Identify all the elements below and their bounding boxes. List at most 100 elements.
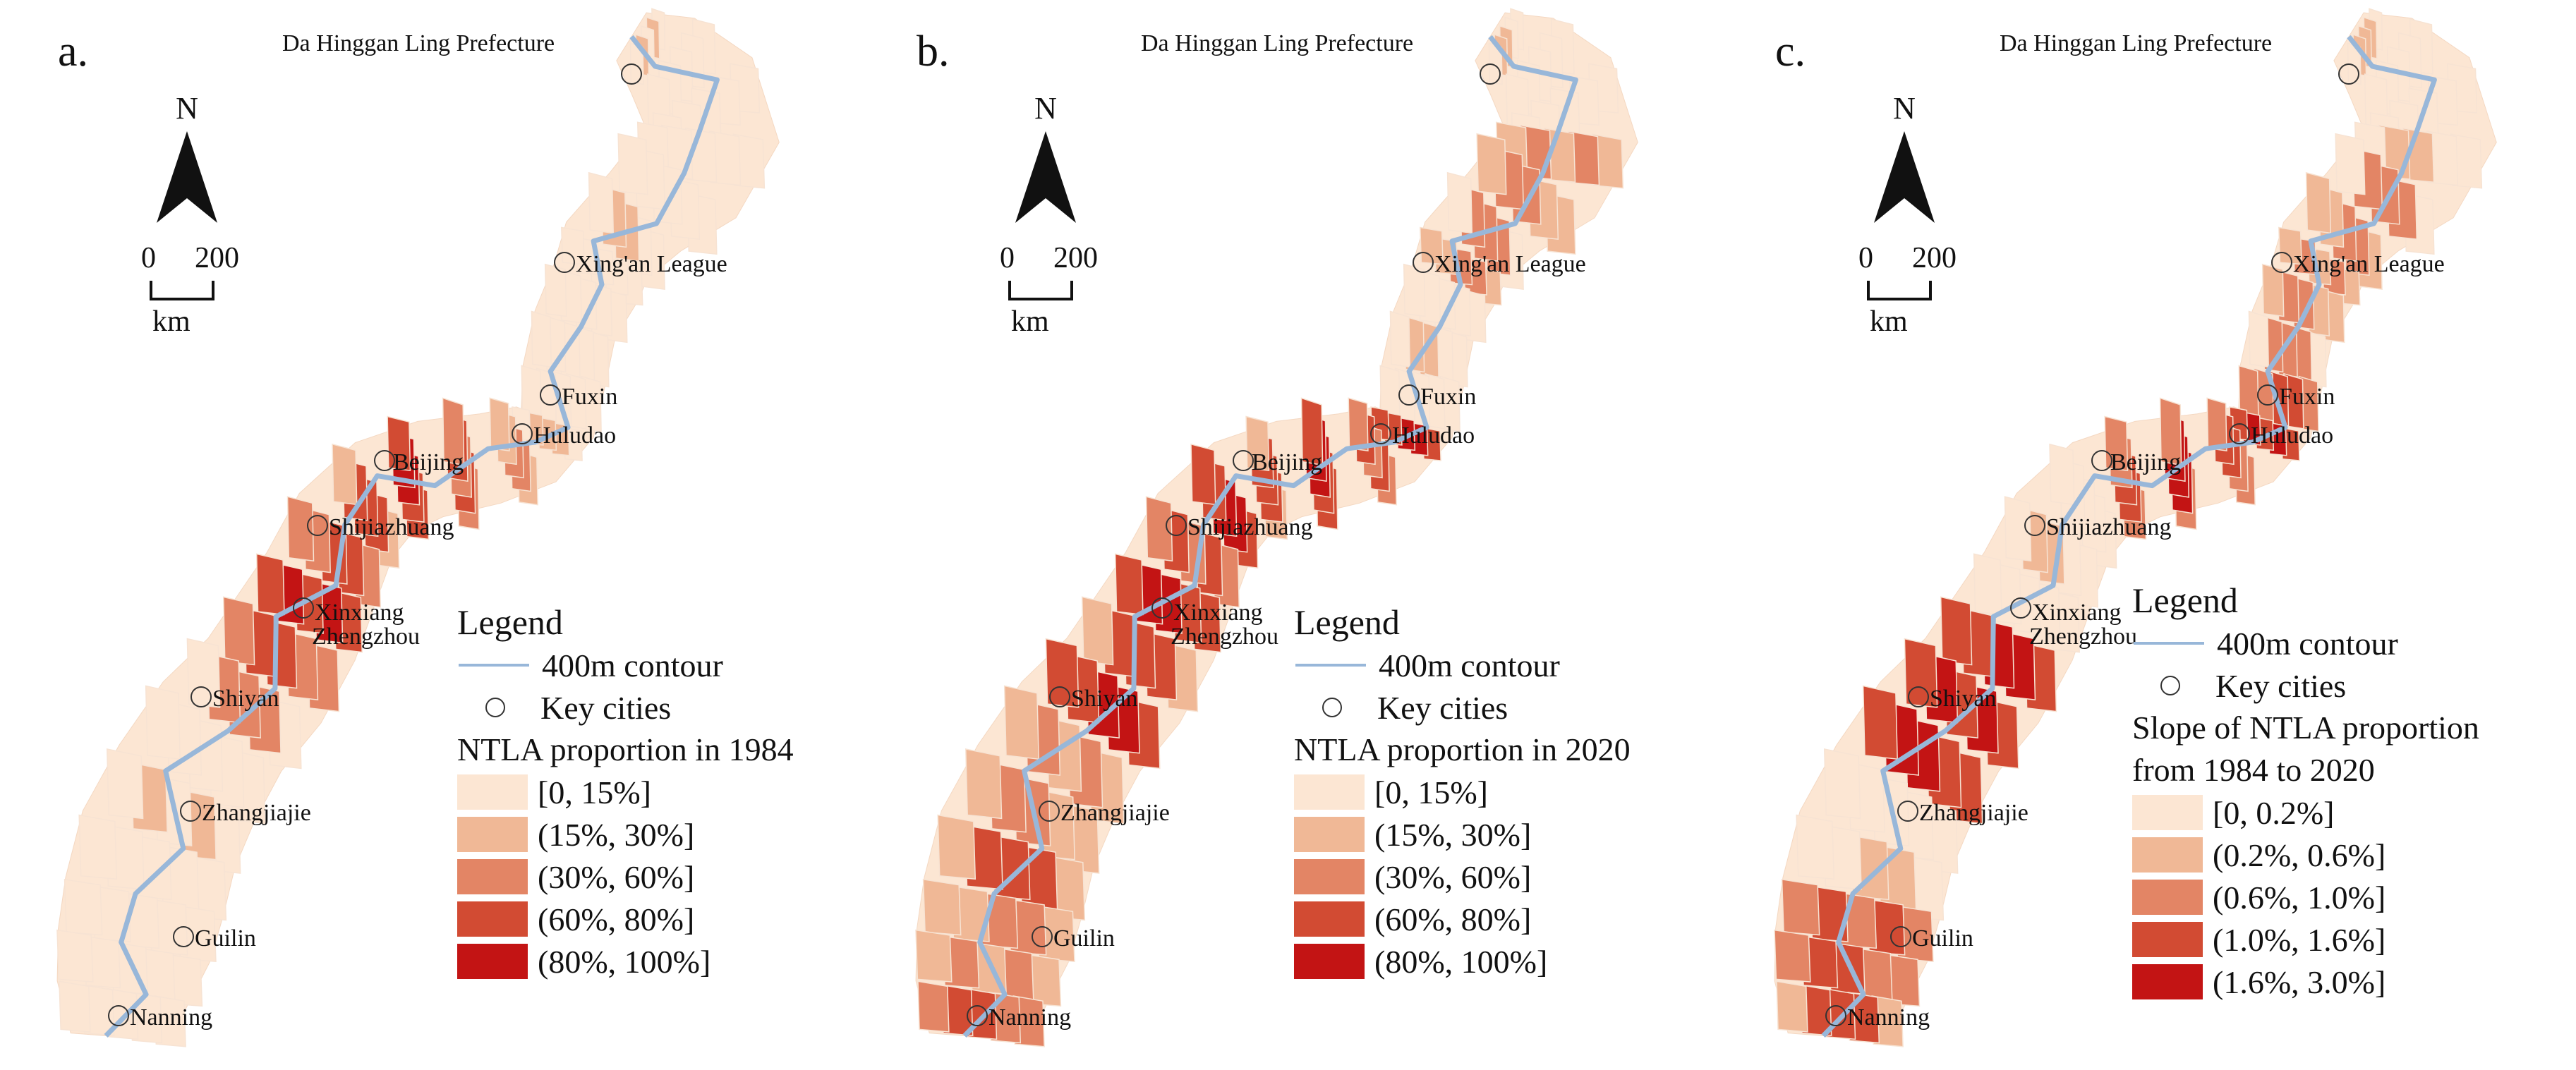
class-swatch xyxy=(2132,964,2203,999)
county-cell xyxy=(1774,929,1811,983)
county-cell xyxy=(1476,133,1507,195)
county-cell xyxy=(59,980,91,1033)
legend-class-row: [0, 0.2%] xyxy=(2132,791,2479,834)
city-label: Beijing xyxy=(393,449,464,475)
city-marker xyxy=(540,384,561,406)
choropleth-map-a xyxy=(56,8,780,1047)
legend: Legend 400m contour Key cities NTLA proport… xyxy=(1294,602,1631,983)
city-label: Nanning xyxy=(130,1004,213,1031)
scale-unit: km xyxy=(1870,305,1908,338)
legend-contour-label: 400m contour xyxy=(1379,647,1560,683)
county-cell xyxy=(1776,980,1808,1033)
city-label: Shijiazhuang xyxy=(1187,514,1313,540)
county-cell xyxy=(617,133,648,195)
choropleth-map-c xyxy=(1774,8,2497,1047)
city-label: Beijing xyxy=(1252,449,1323,475)
class-label: [0, 15%] xyxy=(538,774,651,810)
city-marker xyxy=(2091,450,2112,471)
city-marker xyxy=(2338,63,2359,85)
county-cell xyxy=(1973,553,2002,616)
class-label: (30%, 60%] xyxy=(538,858,695,895)
county-cell xyxy=(917,980,950,1033)
legend-class-row: (0.6%, 1.0%] xyxy=(2132,876,2479,918)
county-cell xyxy=(1081,596,1114,666)
city-label: Da Hinggan Ling Prefecture xyxy=(2000,30,2273,56)
city-label: Zhengzhou xyxy=(1171,624,1278,650)
legend-city-label: Key cities xyxy=(2215,667,2347,704)
class-label: (60%, 80%] xyxy=(1374,901,1532,937)
city-label: Xinxiang xyxy=(2032,600,2122,626)
class-swatch xyxy=(1294,774,1365,810)
legend-title: Legend xyxy=(2132,580,2238,620)
city-label: Zhangjiajie xyxy=(202,800,311,826)
city-label: Zhangjiajie xyxy=(1060,800,1170,826)
county-cell xyxy=(186,638,221,708)
north-arrow: N xyxy=(148,93,226,223)
county-cell xyxy=(1862,685,1898,760)
city-label: Shiyan xyxy=(1071,686,1138,712)
city-label: Zhengzhou xyxy=(312,624,420,650)
city-label: Shijiazhuang xyxy=(329,514,454,540)
class-swatch xyxy=(457,774,528,810)
legend-class-row: (15%, 30%] xyxy=(457,813,794,856)
north-arrow-icon xyxy=(157,131,217,223)
county-cell xyxy=(2248,310,2269,368)
city-marker xyxy=(554,252,575,273)
county-cell xyxy=(1904,638,1938,708)
panel-label: c. xyxy=(1775,28,1806,75)
legend-city-label: Key cities xyxy=(540,689,672,726)
city-label: Fuxin xyxy=(1420,384,1477,410)
legend-title: Legend xyxy=(457,602,563,642)
city-marker xyxy=(2024,515,2045,536)
county-cell xyxy=(544,263,567,317)
county-cell xyxy=(332,443,358,506)
city-marker xyxy=(1897,801,1918,822)
contour-400m xyxy=(1821,35,2437,1038)
contour-swatch xyxy=(2134,642,2204,645)
scale-bar: 0 200 km xyxy=(1844,240,2000,346)
city-label: Xinxiang xyxy=(1173,600,1263,626)
north-arrow: N xyxy=(1007,93,1084,223)
legend-class-row: (1.0%, 1.6%] xyxy=(2132,918,2479,961)
legend-class-row: (30%, 60%] xyxy=(1294,856,1631,898)
city-marker xyxy=(1398,384,1420,406)
legend-class-row: (80%, 100%] xyxy=(457,940,794,983)
city-marker xyxy=(173,926,194,947)
city-marker xyxy=(293,597,314,619)
class-swatch xyxy=(2132,922,2203,957)
city-marker xyxy=(180,801,201,822)
city-label: Huludao xyxy=(2251,422,2334,449)
county-cell xyxy=(965,748,1003,820)
city-marker xyxy=(191,686,212,707)
class-label: (80%, 100%] xyxy=(1374,943,1548,980)
city-marker xyxy=(1039,801,1060,822)
legend-class-row: (60%, 80%] xyxy=(457,898,794,940)
legend-heading: from 1984 to 2020 xyxy=(2132,752,2375,788)
legend-class-row: (80%, 100%] xyxy=(1294,940,1631,983)
county-cell xyxy=(1389,310,1410,368)
county-cell xyxy=(106,748,144,820)
city-label: Zhangjiajie xyxy=(1919,800,2028,826)
city-label: Shiyan xyxy=(212,686,279,712)
north-arrow: N xyxy=(1866,93,1943,223)
city-label: Shijiazhuang xyxy=(2046,514,2172,540)
county-cell xyxy=(1348,397,1369,452)
county-cell xyxy=(2261,263,2285,317)
class-label: (60%, 80%] xyxy=(538,901,695,937)
county-cell xyxy=(2335,133,2366,195)
legend-class-row: (60%, 80%] xyxy=(1294,898,1631,940)
class-swatch xyxy=(2132,880,2203,915)
contour-swatch xyxy=(459,664,529,667)
city-label: Da Hinggan Ling Prefecture xyxy=(282,30,555,56)
city-swatch-icon xyxy=(1322,698,1342,717)
class-swatch xyxy=(457,817,528,852)
scale-unit: km xyxy=(1011,305,1049,338)
city-marker xyxy=(1413,252,1434,273)
city-swatch-icon xyxy=(485,698,505,717)
county-cell xyxy=(1781,878,1820,936)
legend-class-row: (15%, 30%] xyxy=(1294,813,1631,856)
county-cell xyxy=(1796,814,1835,880)
legend-city-label: Key cities xyxy=(1377,689,1508,726)
scale-end: 200 xyxy=(1912,242,1957,274)
city-marker xyxy=(108,1005,129,1026)
